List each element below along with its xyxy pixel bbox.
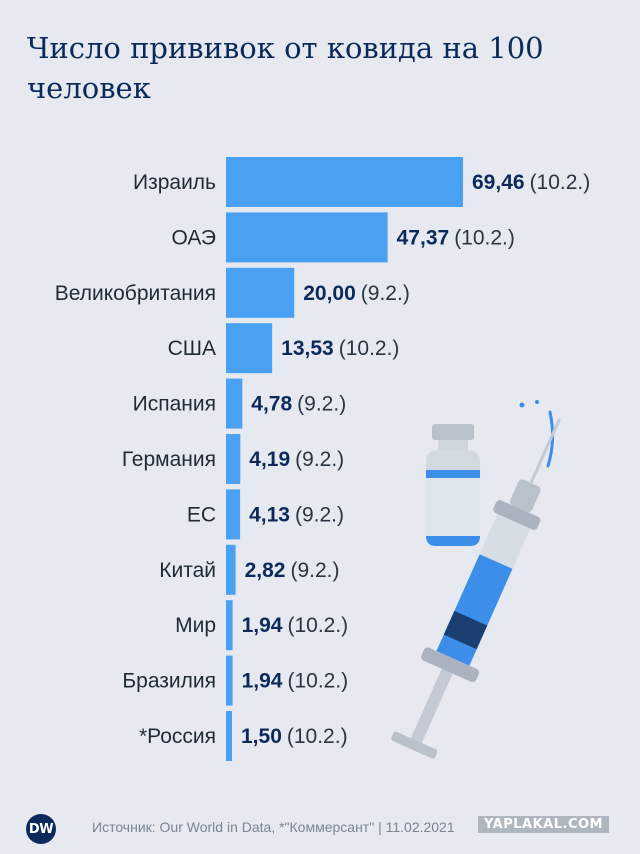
value-date: (10.2.) [287, 614, 348, 637]
value-date: (10.2.) [287, 725, 348, 748]
value-date: (9.2.) [290, 559, 339, 582]
bar [226, 655, 233, 706]
bar [226, 378, 243, 429]
category-label: Великобритания [55, 282, 216, 305]
value-label: 1,50 (10.2.) [241, 725, 348, 748]
bar [226, 544, 236, 595]
value-date: (10.2.) [339, 337, 400, 360]
source-note: Источник: Our World in Data, *"Коммерсан… [92, 819, 455, 835]
bar-row: Испания 4,78 (9.2.) [133, 378, 346, 429]
value-label: 2,82 (9.2.) [245, 559, 340, 582]
value-number: 2,82 [245, 559, 286, 582]
footer: DW Источник: Our World in Data, *"Коммер… [0, 802, 640, 854]
category-label: Бразилия [122, 670, 216, 693]
dw-logo[interactable]: DW [26, 814, 56, 844]
category-label: Израиль [133, 171, 216, 194]
bar-chart: Израиль 69,46 (10.2.)ОАЭ 47,37 (10.2.)Велико… [55, 157, 590, 761]
watermark: YAPLAKAL.COM [478, 816, 609, 833]
category-label: США [168, 337, 216, 360]
value-number: 1,50 [241, 725, 282, 748]
bar-row: Великобритания 20,00 (9.2.) [55, 267, 410, 318]
value-label: 4,13 (9.2.) [249, 503, 344, 526]
vaccine-vial-icon [426, 424, 480, 546]
value-date: (10.2.) [530, 171, 591, 194]
value-date: (9.2.) [361, 282, 410, 305]
value-number: 4,13 [249, 503, 290, 526]
bar-row: ОАЭ 47,37 (10.2.) [171, 212, 515, 263]
category-label: Германия [122, 448, 216, 471]
bar-row: Китай 2,82 (9.2.) [159, 544, 340, 595]
value-number: 1,94 [242, 614, 283, 637]
chart-title: Число прививок от ковида на 100 человек [27, 31, 544, 105]
category-label: *Россия [139, 725, 216, 748]
vaccine-illustration [391, 400, 561, 759]
value-label: 1,94 (10.2.) [242, 614, 349, 637]
value-label: 4,78 (9.2.) [251, 393, 346, 416]
value-date: (10.2.) [454, 226, 515, 249]
bar [226, 323, 273, 374]
value-date: (9.2.) [297, 393, 346, 416]
bar-row: США 13,53 (10.2.) [168, 323, 399, 374]
bars-group: Израиль 69,46 (10.2.)ОАЭ 47,37 (10.2.)Велико… [55, 157, 590, 761]
bar-row: Германия 4,19 (9.2.) [122, 434, 344, 484]
value-number: 20,00 [303, 282, 356, 305]
category-label: ЕС [187, 503, 216, 526]
bar-row: *Россия 1,50 (10.2.) [139, 711, 348, 761]
value-label: 13,53 (10.2.) [281, 337, 399, 360]
bar [226, 157, 463, 207]
value-number: 47,37 [397, 226, 450, 249]
bar [226, 489, 241, 540]
bar [226, 267, 295, 318]
bar [226, 212, 388, 263]
category-label: Испания [133, 393, 216, 416]
value-number: 4,78 [251, 393, 292, 416]
bar [226, 600, 233, 651]
category-label: Китай [159, 559, 216, 582]
value-date: (10.2.) [287, 670, 348, 693]
value-label: 20,00 (9.2.) [303, 282, 410, 305]
category-label: ОАЭ [171, 226, 216, 249]
value-label: 4,19 (9.2.) [249, 448, 344, 471]
value-date: (9.2.) [295, 503, 344, 526]
bar-row: Мир 1,94 (10.2.) [175, 600, 349, 651]
syringe-icon [391, 418, 561, 759]
bar [226, 711, 232, 761]
value-number: 4,19 [249, 448, 290, 471]
bar-row: Израиль 69,46 (10.2.) [133, 157, 590, 207]
bar-row: Бразилия 1,94 (10.2.) [122, 655, 349, 706]
bar-row: ЕС 4,13 (9.2.) [187, 489, 344, 540]
value-label: 1,94 (10.2.) [242, 670, 349, 693]
liquid-drops-icon [519, 400, 555, 468]
value-label: 47,37 (10.2.) [397, 226, 515, 249]
value-number: 13,53 [281, 337, 334, 360]
value-label: 69,46 (10.2.) [472, 171, 590, 194]
value-date: (9.2.) [295, 448, 344, 471]
category-label: Мир [175, 614, 216, 637]
bar [226, 434, 241, 484]
value-number: 1,94 [242, 670, 283, 693]
value-number: 69,46 [472, 171, 525, 194]
